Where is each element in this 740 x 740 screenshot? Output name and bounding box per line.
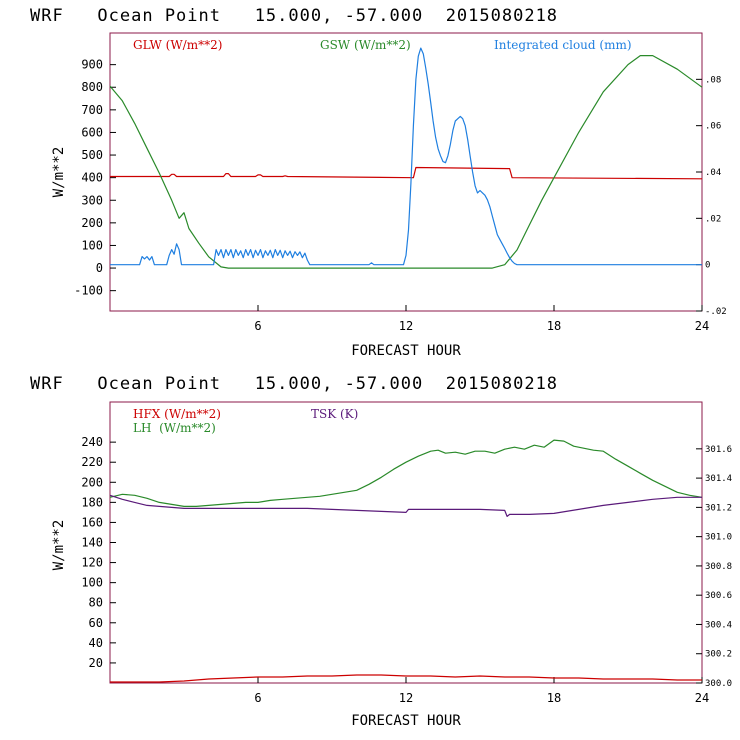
- left-tick-label: 20: [89, 656, 103, 670]
- right-tick-label: 300.2: [705, 650, 732, 660]
- right-tick-label: 300.8: [705, 562, 732, 572]
- left-tick-label: 400: [81, 171, 103, 185]
- series-line-integrated: [110, 47, 702, 266]
- bottom-chart-marks: 20 40 60 80 100 120 140 160 180 200 220 240 300.0 300…: [81, 435, 732, 705]
- left-tick-label: 200: [81, 475, 103, 489]
- left-tick-label: 240: [81, 435, 103, 449]
- left-tick-label: 120: [81, 556, 103, 570]
- bottom-x-axis-label: FORECAST HOUR: [351, 713, 461, 729]
- series-line-hfx: [110, 674, 702, 683]
- series-line-tsk: [109, 494, 702, 518]
- right-tick-label: 300.6: [705, 591, 732, 601]
- bottom-legend-tsk: TSK (K): [311, 407, 358, 421]
- left-tick-label: 220: [81, 455, 103, 469]
- right-tick-label: 0: [705, 261, 710, 271]
- left-tick-label: 0: [96, 261, 103, 275]
- right-tick-label: -.02: [705, 307, 727, 317]
- right-tick-label: .06: [705, 122, 721, 132]
- bottom-chart: WRF Ocean Point 15.000, -57.000 20150802…: [30, 374, 732, 729]
- left-tick-label: 700: [81, 103, 103, 117]
- top-legend-gsw: GSW (W/m**2): [320, 38, 411, 52]
- bottom-y-axis-label: W/m**2: [51, 520, 67, 571]
- bottom-legend-hfx: HFX (W/m**2): [133, 407, 221, 421]
- series-line-gsw: [109, 54, 703, 269]
- top-chart-marks: -100 0 100 200 300 400 500 600 700 800 900 -.02 0 .02…: [74, 47, 727, 333]
- right-tick-label: .08: [705, 75, 721, 85]
- series-line-glw: [110, 166, 703, 180]
- right-tick-label: .04: [705, 168, 721, 178]
- left-tick-label: 100: [81, 238, 103, 252]
- left-tick-label: 140: [81, 536, 103, 550]
- right-tick-label: 301.2: [705, 503, 732, 513]
- left-tick-label: 800: [81, 80, 103, 94]
- right-tick-label: 300.0: [705, 679, 732, 689]
- top-plot-frame: [109, 32, 703, 312]
- top-legend-glw: GLW (W/m**2): [133, 38, 222, 52]
- series-line-lh: [109, 439, 703, 507]
- x-tick-label: 18: [547, 691, 561, 705]
- x-tick-label: 6: [254, 319, 261, 333]
- x-tick-label: 12: [399, 319, 413, 333]
- x-tick-label: 24: [695, 319, 709, 333]
- right-tick-label: .02: [705, 214, 721, 224]
- left-tick-label: 300: [81, 193, 103, 207]
- x-tick-label: 18: [547, 319, 561, 333]
- x-tick-label: 12: [399, 691, 413, 705]
- right-tick-label: 301.0: [705, 533, 732, 543]
- left-tick-label: 60: [89, 616, 103, 630]
- left-tick-label: 100: [81, 576, 103, 590]
- top-legend-cloud: Integrated cloud (mm): [494, 38, 632, 52]
- left-tick-label: 200: [81, 216, 103, 230]
- left-tick-label: 80: [89, 596, 103, 610]
- left-tick-label: 600: [81, 125, 103, 139]
- left-tick-label: 500: [81, 148, 103, 162]
- top-x-axis-label: FORECAST HOUR: [351, 343, 461, 359]
- left-tick-label: 900: [81, 58, 103, 72]
- x-tick-label: 6: [254, 691, 261, 705]
- left-tick-label: 160: [81, 515, 103, 529]
- right-tick-label: 301.6: [705, 445, 732, 455]
- bottom-legend-lh: LH (W/m**2): [133, 421, 216, 435]
- left-tick-label: 180: [81, 495, 103, 509]
- top-chart: WRF Ocean Point 15.000, -57.000 20150802…: [30, 6, 727, 359]
- top-y-axis-label: W/m**2: [51, 147, 67, 198]
- x-tick-label: 24: [695, 691, 709, 705]
- right-tick-label: 300.4: [705, 620, 732, 630]
- left-tick-label: 40: [89, 636, 103, 650]
- bottom-chart-title: WRF Ocean Point 15.000, -57.000 20150802…: [30, 374, 558, 394]
- left-tick-label: -100: [74, 284, 103, 298]
- right-tick-label: 301.4: [705, 474, 732, 484]
- bottom-plot-frame: [109, 401, 703, 684]
- top-chart-title: WRF Ocean Point 15.000, -57.000 20150802…: [30, 6, 558, 26]
